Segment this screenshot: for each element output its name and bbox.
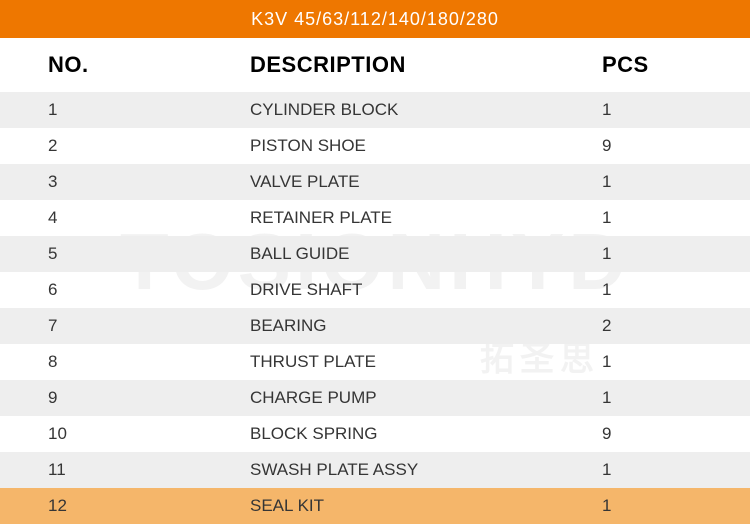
document-content: K3V 45/63/112/140/180/280 NO. DESCRIPTIO…: [0, 0, 750, 524]
table-row: 11SWASH PLATE ASSY1: [0, 452, 750, 488]
cell-no: 8: [0, 344, 250, 380]
cell-pcs: 1: [590, 236, 750, 272]
header-pcs: PCS: [590, 38, 750, 92]
cell-no: 3: [0, 164, 250, 200]
cell-pcs: 1: [590, 452, 750, 488]
cell-pcs: 1: [590, 272, 750, 308]
cell-no: 6: [0, 272, 250, 308]
table-row: 5BALL GUIDE1: [0, 236, 750, 272]
cell-description: BALL GUIDE: [250, 236, 590, 272]
cell-description: CYLINDER BLOCK: [250, 92, 590, 128]
cell-no: 1: [0, 92, 250, 128]
cell-no: 10: [0, 416, 250, 452]
header-no: NO.: [0, 38, 250, 92]
cell-description: THRUST PLATE: [250, 344, 590, 380]
table-row: 9CHARGE PUMP1: [0, 380, 750, 416]
table-row: 3VALVE PLATE1: [0, 164, 750, 200]
cell-pcs: 9: [590, 416, 750, 452]
cell-description: BEARING: [250, 308, 590, 344]
cell-description: SWASH PLATE ASSY: [250, 452, 590, 488]
cell-no: 12: [0, 488, 250, 524]
cell-description: BLOCK SPRING: [250, 416, 590, 452]
header-description: DESCRIPTION: [250, 38, 590, 92]
cell-pcs: 1: [590, 92, 750, 128]
cell-no: 4: [0, 200, 250, 236]
cell-pcs: 1: [590, 164, 750, 200]
cell-description: SEAL KIT: [250, 488, 590, 524]
table-row: 2PISTON SHOE9: [0, 128, 750, 164]
table-row: 6DRIVE SHAFT1: [0, 272, 750, 308]
title-bar: K3V 45/63/112/140/180/280: [0, 0, 750, 36]
table-row: 7BEARING2: [0, 308, 750, 344]
table-row: 8THRUST PLATE1: [0, 344, 750, 380]
cell-pcs: 9: [590, 128, 750, 164]
cell-no: 7: [0, 308, 250, 344]
cell-pcs: 1: [590, 344, 750, 380]
cell-no: 5: [0, 236, 250, 272]
cell-pcs: 2: [590, 308, 750, 344]
cell-pcs: 1: [590, 200, 750, 236]
cell-no: 9: [0, 380, 250, 416]
cell-pcs: 1: [590, 380, 750, 416]
cell-description: VALVE PLATE: [250, 164, 590, 200]
table-row: 4RETAINER PLATE1: [0, 200, 750, 236]
table-row: 10BLOCK SPRING9: [0, 416, 750, 452]
parts-table: NO. DESCRIPTION PCS 1CYLINDER BLOCK12PIS…: [0, 38, 750, 524]
cell-no: 2: [0, 128, 250, 164]
table-row: 12SEAL KIT1: [0, 488, 750, 524]
cell-pcs: 1: [590, 488, 750, 524]
title-text: K3V 45/63/112/140/180/280: [251, 9, 499, 30]
table-row: 1CYLINDER BLOCK1: [0, 92, 750, 128]
table-header-row: NO. DESCRIPTION PCS: [0, 38, 750, 92]
cell-description: CHARGE PUMP: [250, 380, 590, 416]
cell-description: DRIVE SHAFT: [250, 272, 590, 308]
cell-description: PISTON SHOE: [250, 128, 590, 164]
cell-no: 11: [0, 452, 250, 488]
cell-description: RETAINER PLATE: [250, 200, 590, 236]
